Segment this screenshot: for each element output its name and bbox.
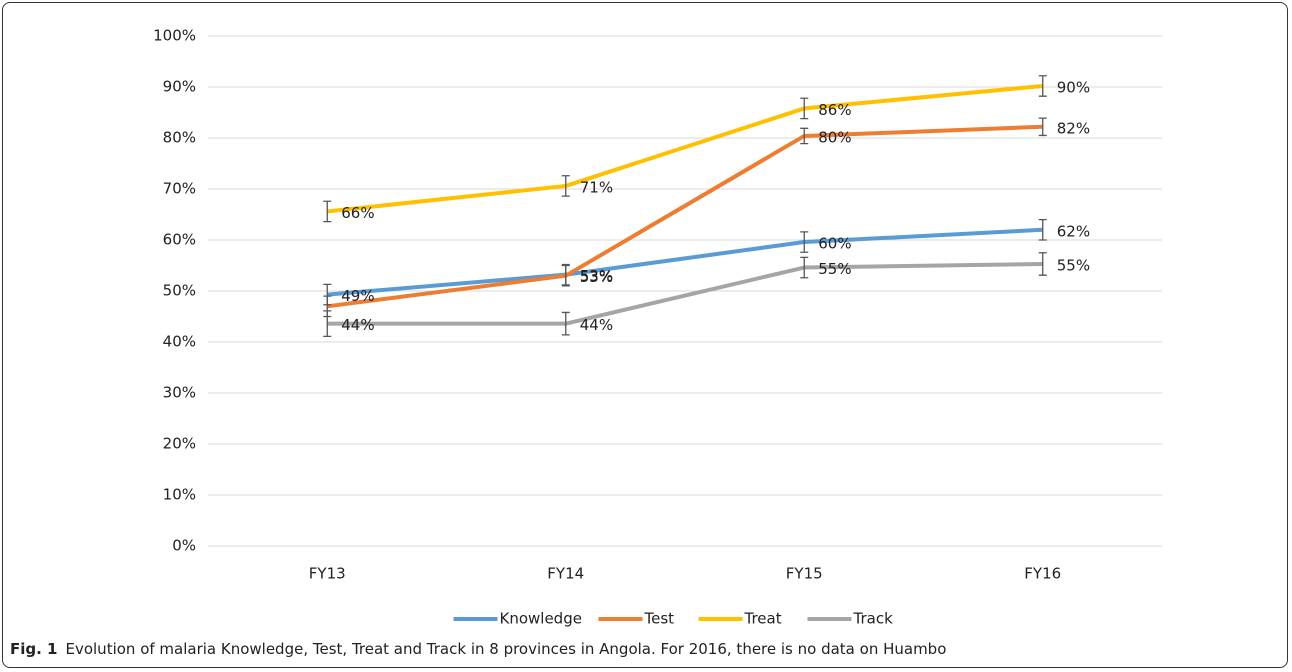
y-tick-label: 90% xyxy=(163,78,196,96)
data-label: 44% xyxy=(580,316,613,334)
error-bar xyxy=(1038,75,1047,97)
error-bar xyxy=(800,231,809,253)
error-bar xyxy=(323,200,332,223)
data-label: 49% xyxy=(341,287,374,305)
data-label: 86% xyxy=(818,101,851,119)
y-tick-label: 100% xyxy=(153,27,196,45)
error-bar xyxy=(1038,117,1047,137)
y-tick-label: 50% xyxy=(163,282,196,300)
data-label: 66% xyxy=(341,204,374,222)
legend-label: Track xyxy=(853,610,894,628)
caption: Fig. 1 Evolution of malaria Knowledge, Te… xyxy=(10,640,946,658)
series-line xyxy=(327,83,1043,214)
series-line xyxy=(326,124,1043,309)
data-label: 80% xyxy=(818,128,851,146)
x-tick-label: FY14 xyxy=(547,565,584,583)
data-label: 44% xyxy=(341,316,374,334)
data-label: 71% xyxy=(580,178,613,196)
y-tick-label: 20% xyxy=(163,435,196,453)
data-label: 55% xyxy=(818,260,851,278)
x-tick-label: FY15 xyxy=(786,565,823,583)
error-bar xyxy=(800,127,809,145)
y-tick-label: 30% xyxy=(163,384,196,402)
error-bar xyxy=(1038,218,1047,241)
data-label: 62% xyxy=(1057,222,1090,240)
x-tick-label: FY16 xyxy=(1024,565,1061,583)
x-tick-label: FY13 xyxy=(309,565,346,583)
y-tick-label: 10% xyxy=(163,486,196,504)
data-label: 53% xyxy=(580,267,613,285)
error-bar xyxy=(561,264,570,287)
y-tick-label: 70% xyxy=(163,180,196,198)
series-line xyxy=(327,261,1043,326)
error-bar xyxy=(323,310,332,338)
y-tick-label: 60% xyxy=(163,231,196,249)
y-tick-label: 0% xyxy=(172,537,196,555)
legend-label: Treat xyxy=(744,610,782,628)
legend-label: Test xyxy=(644,610,675,628)
legend-label: Knowledge xyxy=(500,610,582,628)
data-label: 53% xyxy=(580,268,613,286)
y-tick-label: 80% xyxy=(163,129,196,147)
error-bar xyxy=(561,175,570,197)
error-bar xyxy=(800,256,809,279)
series-line xyxy=(327,227,1043,297)
caption-label: Fig. 1 xyxy=(10,640,58,658)
data-label: 60% xyxy=(818,235,851,253)
error-bar xyxy=(561,311,570,336)
y-tick-label: 40% xyxy=(163,333,196,351)
data-label: 90% xyxy=(1057,78,1090,96)
data-label: 55% xyxy=(1057,256,1090,274)
data-label: 82% xyxy=(1057,119,1090,137)
error-bar xyxy=(1038,252,1047,276)
caption-text: Evolution of malaria Knowledge, Test, Tr… xyxy=(65,640,947,658)
error-bar xyxy=(800,97,809,120)
